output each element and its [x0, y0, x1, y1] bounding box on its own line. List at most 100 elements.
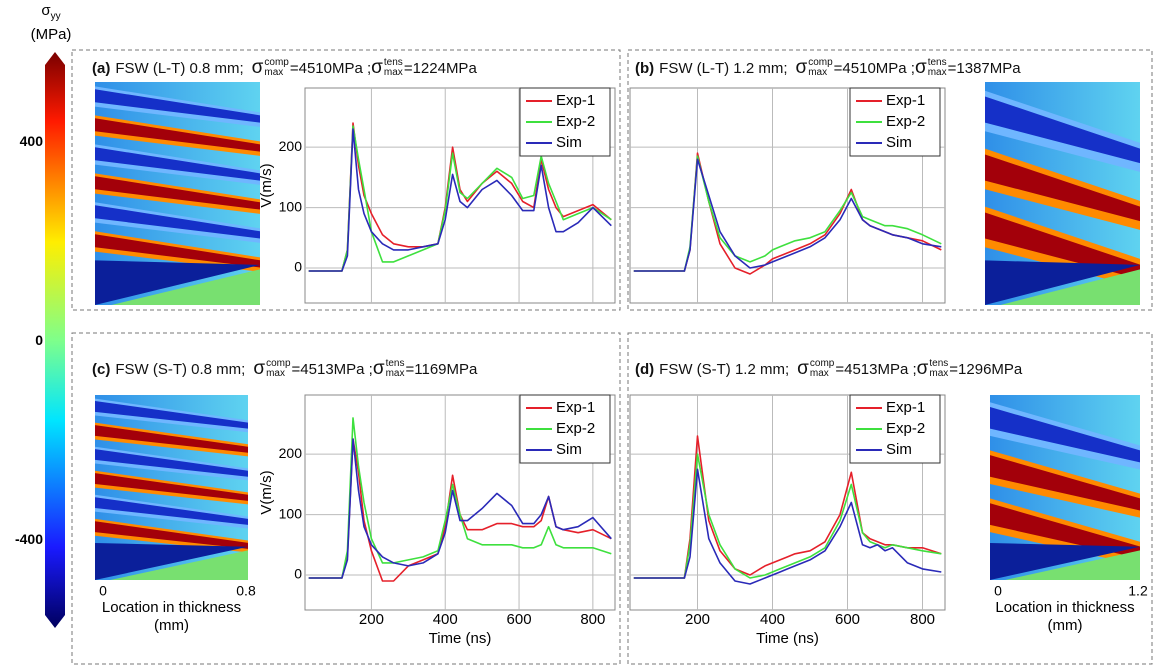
legend-label: Exp-1	[886, 399, 925, 416]
stress-contour	[95, 395, 248, 580]
stress-superscript: tens	[385, 358, 405, 369]
legend-label: Exp-2	[886, 113, 925, 130]
stress-superscript: comp	[266, 358, 291, 369]
y-tick-label: 100	[279, 505, 303, 521]
stress-value: =4510MPa ;	[289, 59, 372, 77]
stress-symbol: σ	[916, 358, 929, 379]
stress-value: =4513MPa ;	[835, 360, 917, 378]
data-line	[308, 128, 612, 272]
panel-label: (a)	[92, 59, 111, 77]
stress-value: =1296MPa	[949, 360, 1023, 378]
legend-label: Sim	[886, 441, 912, 458]
contour-tick-label: 0	[994, 583, 1002, 599]
contour-band	[95, 147, 260, 181]
contour-band	[985, 260, 1140, 305]
contour-band	[95, 543, 248, 580]
colorbar-tick-label: -400	[15, 531, 43, 547]
panel-title: (a) FSW (L-T) 0.8 mm; σ comp max =4510MPa ; σ t…	[92, 57, 477, 79]
contour-band	[95, 176, 260, 210]
stress-indices: comp max	[266, 359, 290, 379]
panel-border	[71, 49, 621, 311]
stress-symbol: σ	[251, 57, 264, 78]
panel-title: (c) FSW (S-T) 0.8 mm; σ comp max =4513MPa ; σ t…	[92, 358, 477, 380]
stress-subscript: max	[929, 368, 949, 379]
contour-axis-label: Location in thickness	[995, 599, 1134, 616]
panel-label: (b)	[635, 59, 655, 77]
x-axis-label: Time (ns)	[756, 630, 819, 647]
stress-value: =4510MPa ;	[833, 59, 915, 77]
stress-superscript: tens	[929, 358, 949, 369]
y-axis-label: V(m/s)	[258, 163, 275, 207]
x-tick-label: 400	[433, 611, 458, 628]
panel-title-text: FSW (L-T) 0.8 mm;	[115, 59, 244, 77]
contour-band	[111, 269, 260, 305]
panel-border	[627, 49, 1153, 311]
colorbar-subscript: yy	[50, 11, 61, 22]
stress-subscript: max	[383, 67, 403, 78]
contour-band	[95, 89, 260, 123]
stress-symbol: σ	[914, 57, 927, 78]
colorbar-tick-label: 400	[20, 133, 44, 149]
y-tick-label: 0	[294, 566, 302, 582]
contour-band	[95, 234, 260, 268]
stress-value: =1224MPa	[403, 59, 477, 77]
contour-band	[990, 407, 1140, 463]
data-line	[633, 468, 942, 585]
contour-axis-label: Location in thickness	[102, 599, 241, 616]
contour-band	[95, 205, 260, 239]
stress-indices: comp max	[264, 58, 288, 78]
contour-band	[990, 543, 1140, 580]
contour-axis-unit: (mm)	[154, 617, 189, 634]
contour-band	[95, 118, 260, 152]
stress-symbol: σ	[797, 358, 809, 379]
legend-label: Sim	[886, 134, 912, 151]
colorbar-symbol: σ	[41, 2, 51, 19]
panel-title-text: FSW (L-T) 1.2 mm;	[659, 59, 788, 77]
x-tick-label: 600	[835, 611, 860, 628]
stress-superscript: tens	[927, 57, 947, 68]
contour-band	[95, 497, 248, 525]
contour-tick-label: 0.8	[236, 583, 256, 599]
colorbar-tick-label: 0	[35, 332, 43, 348]
legend-label: Exp-1	[556, 92, 595, 109]
panel-title: (d) FSW (S-T) 1.2 mm; σ comp max =4513MPa ; σ t…	[635, 358, 1022, 380]
contour-band	[985, 212, 1140, 280]
stress-indices: tens max	[928, 58, 947, 78]
panel-title: (b) FSW (L-T) 1.2 mm; σ comp max =4510MPa ; σ t…	[635, 57, 1021, 79]
legend-label: Exp-1	[886, 92, 925, 109]
legend-label: Sim	[556, 134, 582, 151]
legend-label: Exp-1	[556, 399, 595, 416]
y-axis-label: V(m/s)	[258, 470, 275, 514]
stress-superscript: tens	[383, 57, 403, 68]
stress-indices: tens max	[386, 359, 405, 379]
stress-value: =1387MPa	[947, 59, 1021, 77]
panel-title-text: FSW (S-T) 1.2 mm;	[659, 360, 790, 378]
contour-band	[985, 154, 1140, 222]
legend-label: Sim	[556, 441, 582, 458]
stress-indices: tens max	[929, 359, 948, 379]
data-line	[308, 438, 612, 579]
contour-band	[95, 449, 248, 477]
stress-superscript: comp	[264, 57, 289, 68]
panel-border	[627, 332, 1153, 665]
x-tick-label: 800	[910, 611, 935, 628]
contour-band	[95, 473, 248, 501]
stress-indices: comp max	[810, 359, 834, 379]
stress-subscript: max	[264, 67, 284, 78]
contour-band	[95, 260, 260, 305]
panel-border	[71, 332, 621, 665]
stress-contour	[95, 82, 260, 305]
y-tick-label: 0	[294, 259, 302, 275]
contour-band	[990, 503, 1140, 559]
y-tick-label: 200	[279, 445, 303, 461]
data-line	[308, 417, 612, 579]
stress-subscript: max	[809, 368, 829, 379]
y-tick-label: 200	[279, 138, 303, 154]
legend-label: Exp-2	[886, 420, 925, 437]
colorbar-unit: (MPa)	[30, 26, 72, 43]
data-line	[308, 125, 612, 272]
stress-symbol: σ	[253, 358, 266, 379]
x-tick-label: 200	[359, 611, 384, 628]
legend-label: Exp-2	[556, 420, 595, 437]
